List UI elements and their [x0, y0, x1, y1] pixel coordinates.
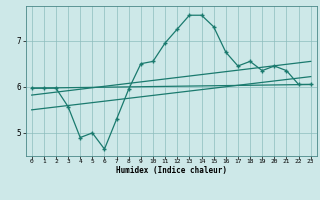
X-axis label: Humidex (Indice chaleur): Humidex (Indice chaleur)	[116, 166, 227, 175]
